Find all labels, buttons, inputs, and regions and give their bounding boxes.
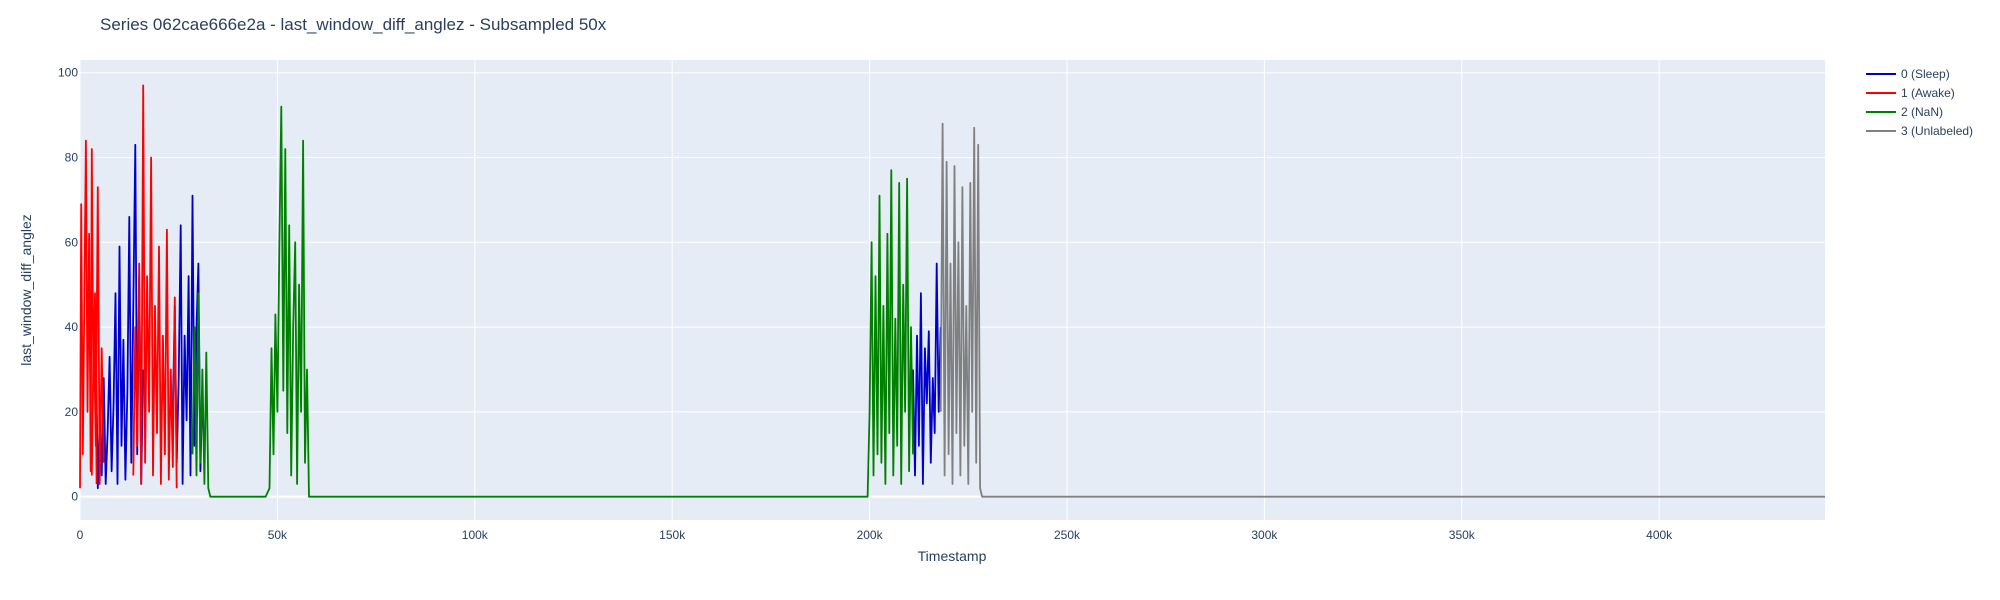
legend-label: 2 (NaN) — [1901, 105, 1943, 119]
y-tick-label: 20 — [65, 405, 79, 419]
y-tick-label: 0 — [71, 490, 78, 504]
x-tick-label: 200k — [857, 528, 884, 542]
x-tick-label: 50k — [268, 528, 288, 542]
series-layer — [79, 84, 1825, 498]
y-axis-title: last_window_diff_anglez — [18, 214, 34, 366]
series-line — [171, 194, 204, 485]
series-0-sleep — [94, 143, 942, 490]
x-tick-label: 100k — [462, 528, 489, 542]
y-tick-label: 60 — [65, 235, 79, 249]
ticks: 0 50k 100k 150k 200k 250k 300k 350k 400k 0 20 40 60 8… — [58, 66, 1673, 542]
legend-label: 1 (Awake) — [1901, 86, 1955, 100]
legend-item[interactable]: 0 (Sleep) — [1866, 67, 1950, 81]
legend-item[interactable]: 3 (Unlabeled) — [1866, 124, 1973, 138]
series-line — [94, 143, 145, 490]
legend-item[interactable]: 2 (NaN) — [1866, 105, 1943, 119]
chart-title: Series 062cae666e2a - last_window_diff_a… — [100, 15, 607, 34]
legend-label: 3 (Unlabeled) — [1901, 124, 1973, 138]
series-1-awake — [79, 84, 178, 489]
series-line — [191, 105, 914, 498]
series-line — [132, 84, 178, 489]
x-tick-label: 350k — [1449, 528, 1476, 542]
series-line — [939, 122, 1825, 498]
legend: 0 (Sleep) 1 (Awake) 2 (NaN) 3 (Unlabeled) — [1866, 67, 1973, 138]
y-tick-label: 40 — [65, 320, 79, 334]
y-tick-label: 80 — [65, 151, 79, 165]
x-tick-label: 300k — [1251, 528, 1278, 542]
x-tick-label: 0 — [77, 528, 84, 542]
series-line — [912, 262, 942, 485]
x-tick-label: 250k — [1054, 528, 1081, 542]
y-tick-label: 100 — [58, 66, 78, 80]
x-tick-label: 150k — [659, 528, 686, 542]
legend-label: 0 (Sleep) — [1901, 67, 1950, 81]
legend-item[interactable]: 1 (Awake) — [1866, 86, 1955, 100]
x-tick-label: 400k — [1646, 528, 1673, 542]
series-3-unlabeled — [939, 122, 1825, 498]
x-axis-title: Timestamp — [918, 548, 987, 564]
series-2-nan — [191, 105, 914, 498]
series-line — [90, 186, 105, 485]
